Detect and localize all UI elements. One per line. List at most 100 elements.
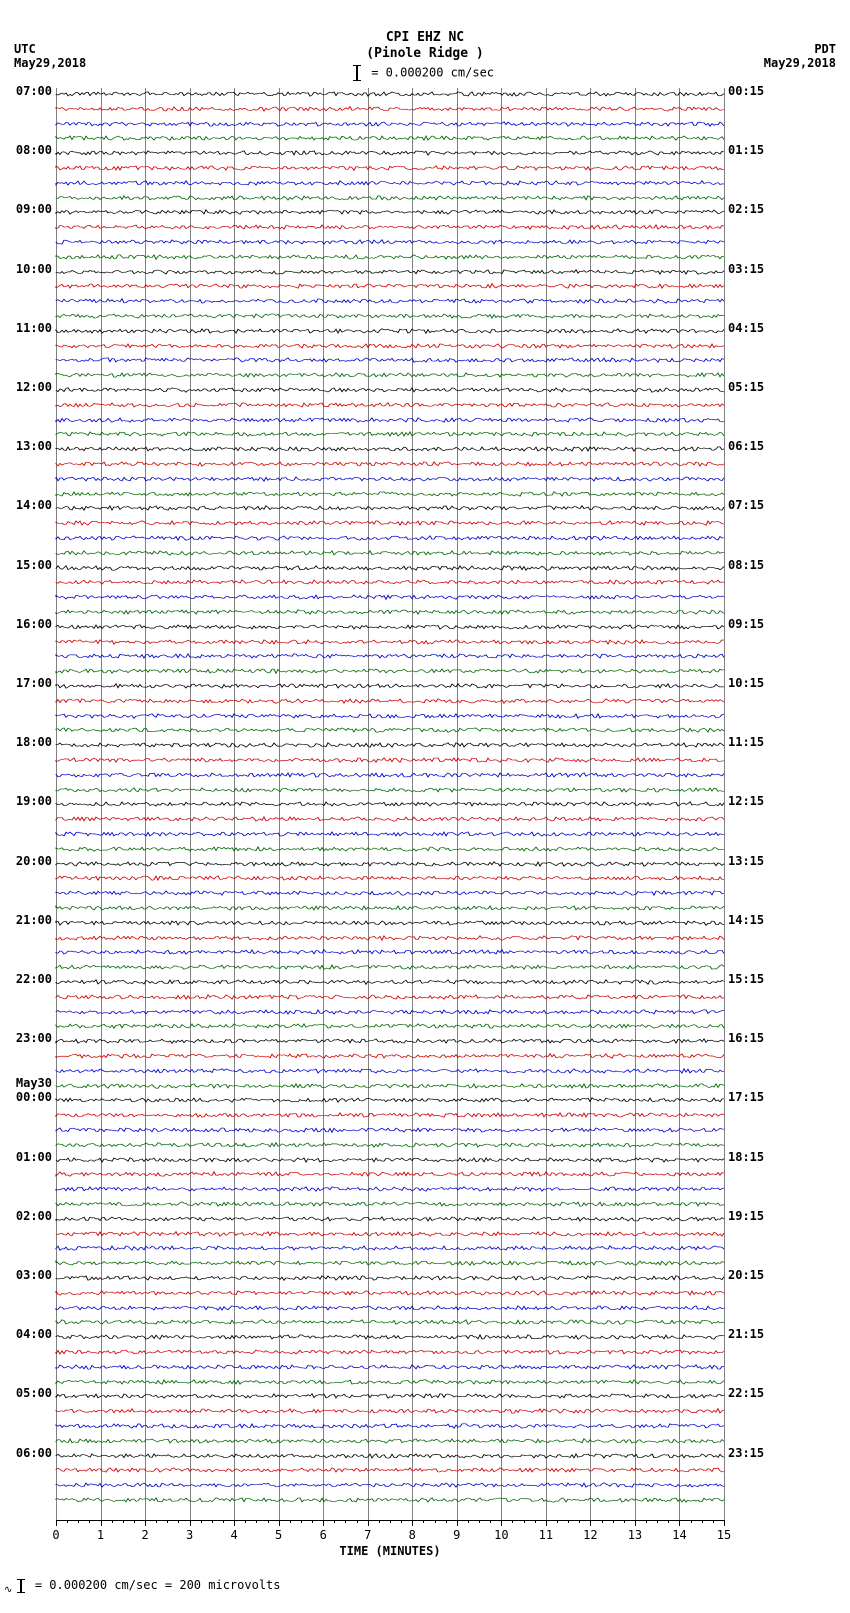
x-tick-minor xyxy=(345,1520,346,1523)
seismic-trace xyxy=(56,931,724,939)
x-tick-minor xyxy=(702,1520,703,1523)
seismic-trace xyxy=(56,531,724,539)
seismic-trace xyxy=(56,1167,724,1175)
x-tick-minor xyxy=(446,1520,447,1523)
seismic-trace xyxy=(56,1286,724,1294)
seismic-trace xyxy=(56,575,724,583)
timezone-left: UTC xyxy=(14,42,36,56)
x-tick-minor xyxy=(78,1520,79,1523)
seismic-trace xyxy=(56,339,724,347)
x-tick-minor xyxy=(89,1520,90,1523)
right-time-label: 15:15 xyxy=(728,972,776,986)
x-tick-minor xyxy=(134,1520,135,1523)
seismic-trace xyxy=(56,694,724,702)
left-time-label: 10:00 xyxy=(8,262,52,276)
seismic-trace xyxy=(56,368,724,376)
x-tick-label: 15 xyxy=(717,1528,731,1542)
x-tick-minor xyxy=(468,1520,469,1523)
x-tick-minor xyxy=(423,1520,424,1523)
x-tick xyxy=(546,1520,547,1526)
date-right: May29,2018 xyxy=(764,56,836,70)
x-tick-label: 10 xyxy=(494,1528,508,1542)
seismic-trace xyxy=(56,590,724,598)
x-tick xyxy=(323,1520,324,1526)
x-tick-minor xyxy=(646,1520,647,1523)
x-tick-minor xyxy=(301,1520,302,1523)
x-tick-minor xyxy=(357,1520,358,1523)
right-time-label: 08:15 xyxy=(728,558,776,572)
seismic-trace xyxy=(56,723,724,731)
footer-scale: ∿ = 0.000200 cm/sec = 200 microvolts xyxy=(4,1578,281,1595)
seismic-trace xyxy=(56,191,724,199)
x-tick-minor xyxy=(379,1520,380,1523)
x-tick-label: 7 xyxy=(364,1528,371,1542)
x-axis-title: TIME (MINUTES) xyxy=(56,1544,724,1558)
seismic-trace xyxy=(56,1315,724,1323)
seismic-trace xyxy=(56,1034,724,1042)
x-tick-minor xyxy=(435,1520,436,1523)
seismic-trace xyxy=(56,1123,724,1131)
x-tick-minor xyxy=(490,1520,491,1523)
x-tick-label: 11 xyxy=(539,1528,553,1542)
left-time-label: 07:00 xyxy=(8,84,52,98)
left-time-label: 20:00 xyxy=(8,854,52,868)
left-day-label: May30 xyxy=(8,1076,52,1090)
left-time-label: 23:00 xyxy=(8,1031,52,1045)
footer-scale-bar-icon xyxy=(20,1579,22,1593)
seismic-trace xyxy=(56,398,724,406)
left-time-label: 15:00 xyxy=(8,558,52,572)
seismic-trace xyxy=(56,871,724,879)
seismic-trace xyxy=(56,161,724,169)
x-tick xyxy=(679,1520,680,1526)
seismic-trace xyxy=(56,1301,724,1309)
seismic-trace xyxy=(56,1079,724,1087)
x-tick xyxy=(234,1520,235,1526)
seismic-trace xyxy=(56,664,724,672)
seismic-trace xyxy=(56,1345,724,1353)
x-tick-label: 14 xyxy=(672,1528,686,1542)
seismic-trace xyxy=(56,117,724,125)
seismic-trace xyxy=(56,857,724,865)
x-tick-minor xyxy=(613,1520,614,1523)
x-tick-label: 1 xyxy=(97,1528,104,1542)
seismic-trace xyxy=(56,279,724,287)
x-tick-label: 6 xyxy=(320,1528,327,1542)
x-tick-minor xyxy=(201,1520,202,1523)
right-time-label: 20:15 xyxy=(728,1268,776,1282)
left-time-label: 19:00 xyxy=(8,794,52,808)
x-tick-label: 12 xyxy=(583,1528,597,1542)
x-tick-minor xyxy=(290,1520,291,1523)
left-time-label: 03:00 xyxy=(8,1268,52,1282)
seismic-trace xyxy=(56,960,724,968)
seismic-trace xyxy=(56,353,724,361)
seismic-trace xyxy=(56,842,724,850)
x-tick-minor xyxy=(112,1520,113,1523)
right-time-label: 09:15 xyxy=(728,617,776,631)
right-time-label: 22:15 xyxy=(728,1386,776,1400)
left-time-label: 02:00 xyxy=(8,1209,52,1223)
seismic-trace xyxy=(56,413,724,421)
seismic-trace xyxy=(56,797,724,805)
seismic-trace xyxy=(56,975,724,983)
seismic-trace xyxy=(56,768,724,776)
seismic-trace xyxy=(56,501,724,509)
right-time-label: 19:15 xyxy=(728,1209,776,1223)
x-tick-minor xyxy=(657,1520,658,1523)
right-time-label: 23:15 xyxy=(728,1446,776,1460)
seismic-trace xyxy=(56,1019,724,1027)
seismic-trace xyxy=(56,1404,724,1412)
seismic-trace xyxy=(56,1478,724,1486)
right-time-label: 00:15 xyxy=(728,84,776,98)
scale-text: = 0.000200 cm/sec xyxy=(371,66,494,80)
seismic-trace xyxy=(56,1271,724,1279)
x-tick xyxy=(457,1520,458,1526)
seismic-trace xyxy=(56,309,724,317)
x-tick-minor xyxy=(212,1520,213,1523)
seismic-trace xyxy=(56,87,724,95)
seismic-trace xyxy=(56,945,724,953)
seismic-trace xyxy=(56,1493,724,1501)
x-tick-minor xyxy=(156,1520,157,1523)
seismic-trace xyxy=(56,738,724,746)
seismic-trace xyxy=(56,516,724,524)
x-tick-minor xyxy=(178,1520,179,1523)
